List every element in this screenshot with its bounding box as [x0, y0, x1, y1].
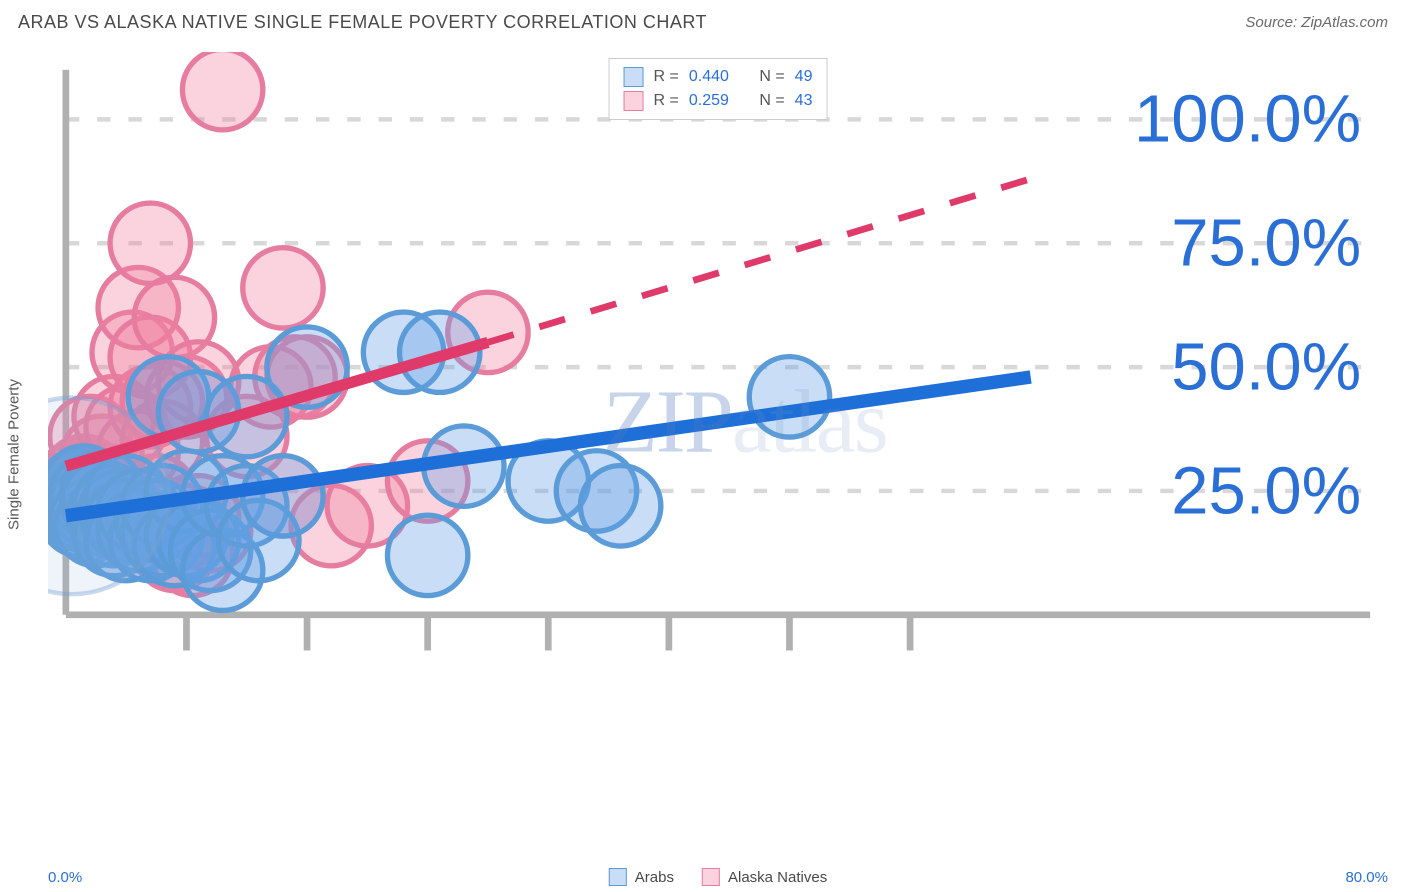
source-prefix: Source: [1245, 14, 1301, 31]
legend-swatch [624, 67, 644, 87]
series-legend: Arabs Alaska Natives [609, 868, 827, 886]
data-point [580, 466, 660, 546]
n-value: 49 [795, 68, 813, 86]
n-value: 43 [795, 92, 813, 110]
source-name: ZipAtlas.com [1301, 14, 1388, 31]
x-max-label: 80.0% [1345, 869, 1388, 886]
data-point [243, 456, 323, 536]
scatter-plot: 25.0% 50.0% 75.0% 100.0% [48, 52, 1388, 722]
chart-source: Source: ZipAtlas.com [1245, 14, 1388, 31]
chart-container: 25.0%50.0%75.0%100.0% ZIPatlas R = 0.440… [48, 52, 1388, 856]
r-value: 0.259 [689, 92, 745, 110]
y-tick-label: 50.0% [1171, 329, 1361, 404]
trendline-alaska-dashed [488, 179, 1031, 342]
legend-item: Alaska Natives [702, 868, 827, 886]
x-origin-label: 0.0% [48, 869, 82, 886]
legend-swatch [624, 91, 644, 111]
x-axis-footer: 0.0% Arabs Alaska Natives 80.0% [48, 860, 1388, 886]
data-point [243, 248, 323, 328]
legend-label: Arabs [635, 869, 674, 886]
legend-item: Arabs [609, 868, 674, 886]
legend-swatch [609, 868, 627, 886]
chart-title: ARAB VS ALASKA NATIVE SINGLE FEMALE POVE… [18, 12, 707, 33]
correlation-legend-row: R = 0.259 N = 43 [624, 89, 813, 113]
r-label: R = [654, 92, 679, 110]
n-label: N = [755, 92, 785, 110]
data-point [749, 357, 829, 437]
legend-swatch [702, 868, 720, 886]
data-point [387, 515, 467, 595]
y-tick-label: 75.0% [1171, 206, 1361, 281]
y-axis-label: Single Female Poverty [6, 379, 23, 530]
correlation-legend-row: R = 0.440 N = 49 [624, 65, 813, 89]
data-point [182, 52, 262, 130]
r-label: R = [654, 68, 679, 86]
n-label: N = [755, 68, 785, 86]
r-value: 0.440 [689, 68, 745, 86]
y-tick-label: 25.0% [1171, 453, 1361, 528]
legend-label: Alaska Natives [728, 869, 827, 886]
data-point [110, 203, 190, 283]
y-tick-label: 100.0% [1134, 82, 1361, 157]
correlation-legend: R = 0.440 N = 49 R = 0.259 N = 43 [609, 58, 828, 120]
